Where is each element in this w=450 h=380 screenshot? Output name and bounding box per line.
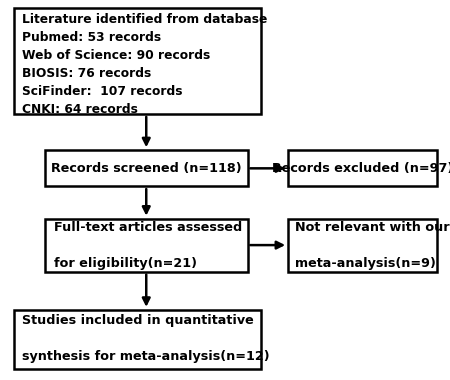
- Text: Studies included in quantitative

synthesis for meta-analysis(n=12): Studies included in quantitative synthes…: [22, 315, 270, 363]
- Text: Not relevant with our

meta-analysis(n=9): Not relevant with our meta-analysis(n=9): [295, 221, 450, 269]
- Bar: [288, 218, 436, 272]
- Bar: [45, 218, 248, 272]
- Text: Literature identified from database
Pubmed: 53 records
Web of Science: 90 record: Literature identified from database Pubm…: [22, 13, 268, 116]
- Bar: [288, 150, 436, 186]
- Bar: [45, 150, 248, 186]
- Bar: [14, 8, 261, 114]
- Text: Full-text articles assessed

for eligibility(n=21): Full-text articles assessed for eligibil…: [54, 221, 242, 269]
- Text: Records screened (n=118): Records screened (n=118): [51, 162, 242, 175]
- Bar: [14, 310, 261, 369]
- Text: Records excluded (n=97): Records excluded (n=97): [272, 162, 450, 175]
